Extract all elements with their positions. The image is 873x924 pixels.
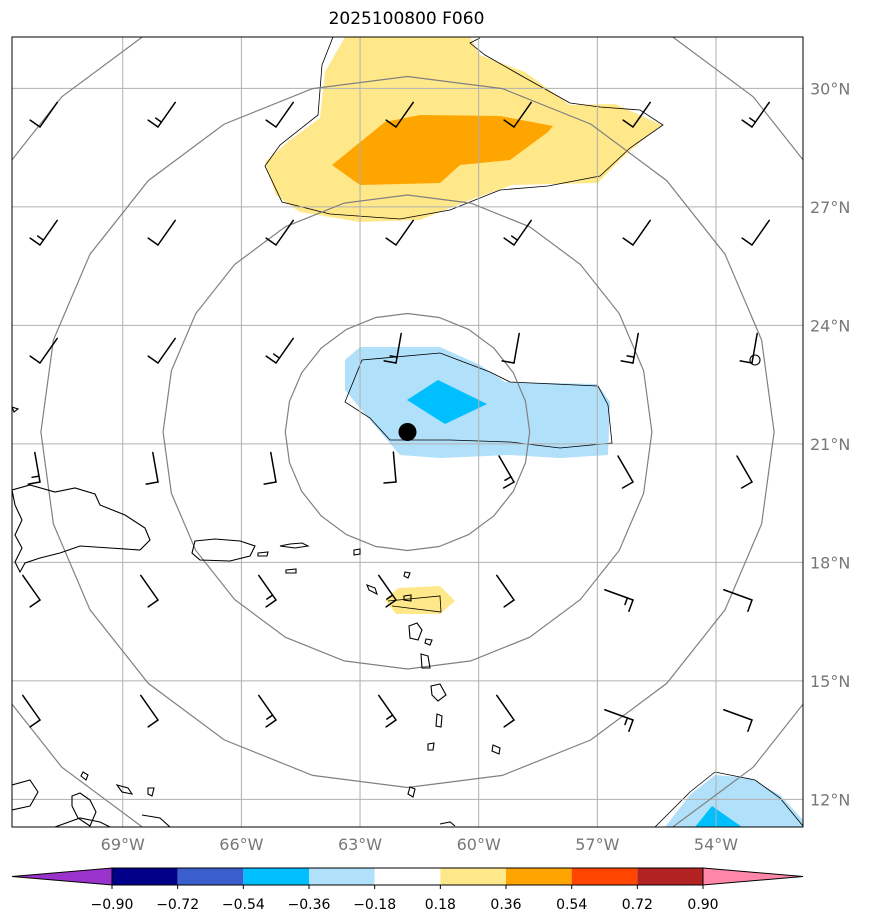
wind-barb xyxy=(258,694,277,728)
wind-barb xyxy=(498,455,515,489)
wind-barb xyxy=(27,451,41,485)
longitude-tick-label: 63°W xyxy=(338,835,382,854)
wind-barb xyxy=(503,219,532,246)
wind-barb xyxy=(29,337,58,364)
latitude-tick-label: 18°N xyxy=(810,553,850,572)
colorbar-tick-label: −0.54 xyxy=(222,897,265,913)
longitude-tick-label: 69°W xyxy=(101,835,145,854)
longitude-tick-label: 66°W xyxy=(219,835,263,854)
colorbar-tick-label: −0.36 xyxy=(288,897,331,913)
wind-barb xyxy=(739,332,758,364)
longitude-tick-label: 57°W xyxy=(575,835,619,854)
storm-center-marker xyxy=(398,423,417,441)
wind-barb xyxy=(258,574,277,608)
wind-barb xyxy=(503,101,532,128)
map-frame xyxy=(11,36,804,828)
colorbar-tick-label: −0.72 xyxy=(156,897,199,913)
colorbar-segment xyxy=(637,868,703,885)
wind-barb xyxy=(741,219,770,246)
wind-barb xyxy=(263,451,277,485)
longitude-tick-label: 60°W xyxy=(457,835,501,854)
latitude-tick-label: 30°N xyxy=(810,79,850,98)
wind-barb xyxy=(741,101,770,128)
latitude-labels: 12°N 15°N 18°N 21°N 24°N 27°N 30°N xyxy=(810,79,850,809)
wind-barb xyxy=(383,332,402,364)
wind-barb xyxy=(22,574,41,608)
latitude-tick-label: 24°N xyxy=(810,316,850,335)
colorbar-extend-high xyxy=(702,867,804,886)
colorbar-tick-label: −0.18 xyxy=(353,897,396,913)
colorbar-segment xyxy=(440,868,506,885)
colorbar-tick-label: 0.90 xyxy=(687,897,718,913)
longitude-tick-label: 54°W xyxy=(694,835,738,854)
wind-barb xyxy=(265,219,294,246)
wind-barb xyxy=(496,694,515,728)
latitude-tick-label: 21°N xyxy=(810,435,850,454)
colorbar-segment xyxy=(177,868,244,885)
anomaly-fill-north xyxy=(265,37,662,222)
range-ring xyxy=(284,312,531,552)
latitude-tick-label: 27°N xyxy=(810,198,850,217)
colorbar-extend-low xyxy=(11,867,113,886)
coastlines xyxy=(12,354,761,827)
wind-barb xyxy=(622,219,651,246)
colorbar-segment xyxy=(243,868,309,885)
gridlines xyxy=(12,37,803,827)
map-title: 2025100800 F060 xyxy=(328,9,485,29)
wind-barbs xyxy=(22,101,770,733)
wind-barb xyxy=(378,574,397,608)
hispaniola-coast xyxy=(12,484,151,574)
longitude-labels: 69°W 66°W 63°W 60°W 57°W 54°W xyxy=(101,835,739,854)
colorbar-segment xyxy=(374,868,441,885)
wind-barb xyxy=(385,219,414,246)
wind-barb xyxy=(617,455,634,489)
colorbar-segment xyxy=(571,868,638,885)
wind-barb xyxy=(140,574,159,608)
wind-barb xyxy=(620,332,639,364)
wind-barb xyxy=(723,708,753,733)
anomaly-fill-southeast xyxy=(665,775,803,827)
colorbar-tick-label: 0.36 xyxy=(490,897,521,913)
wind-barb xyxy=(147,101,176,128)
wind-barb xyxy=(385,101,414,128)
latitude-tick-label: 15°N xyxy=(810,672,850,691)
colorbar-tick-label: 0.18 xyxy=(425,897,456,913)
wind-barb xyxy=(383,451,397,484)
wind-barb xyxy=(501,332,520,364)
puerto-rico-coast xyxy=(191,538,256,562)
latitude-tick-label: 12°N xyxy=(810,790,850,809)
wind-barb xyxy=(378,694,397,728)
wind-barb xyxy=(145,451,159,485)
wind-barb xyxy=(736,455,753,489)
colorbar-tick-label: −0.90 xyxy=(91,897,134,913)
colorbar-segment xyxy=(112,868,178,885)
colorbar-segment xyxy=(506,868,572,885)
range-ring xyxy=(162,194,653,670)
wind-barb xyxy=(147,337,176,364)
wind-barb xyxy=(147,219,176,246)
colorbar-tick-label: 0.72 xyxy=(622,897,653,913)
anomaly-fill-center xyxy=(345,347,610,458)
wind-barb xyxy=(265,101,294,128)
wind-barb xyxy=(496,574,515,608)
wind-barb xyxy=(29,219,58,246)
contour-lines xyxy=(264,37,803,827)
wind-barb xyxy=(622,101,651,128)
wind-barb xyxy=(723,588,753,613)
colorbar-tick-label: 0.54 xyxy=(556,897,587,913)
wind-barb xyxy=(265,337,294,364)
wind-barb xyxy=(604,708,634,733)
colorbar: −0.90 −0.72 −0.54 −0.36 −0.18 0.18 0.36 0.54 0.7… xyxy=(11,867,804,913)
wind-barb xyxy=(604,588,634,613)
wind-barb xyxy=(22,694,41,728)
colorbar-segment xyxy=(309,868,375,885)
wind-barb xyxy=(140,694,159,728)
range-ring xyxy=(40,75,775,789)
wind-barb xyxy=(29,101,58,128)
